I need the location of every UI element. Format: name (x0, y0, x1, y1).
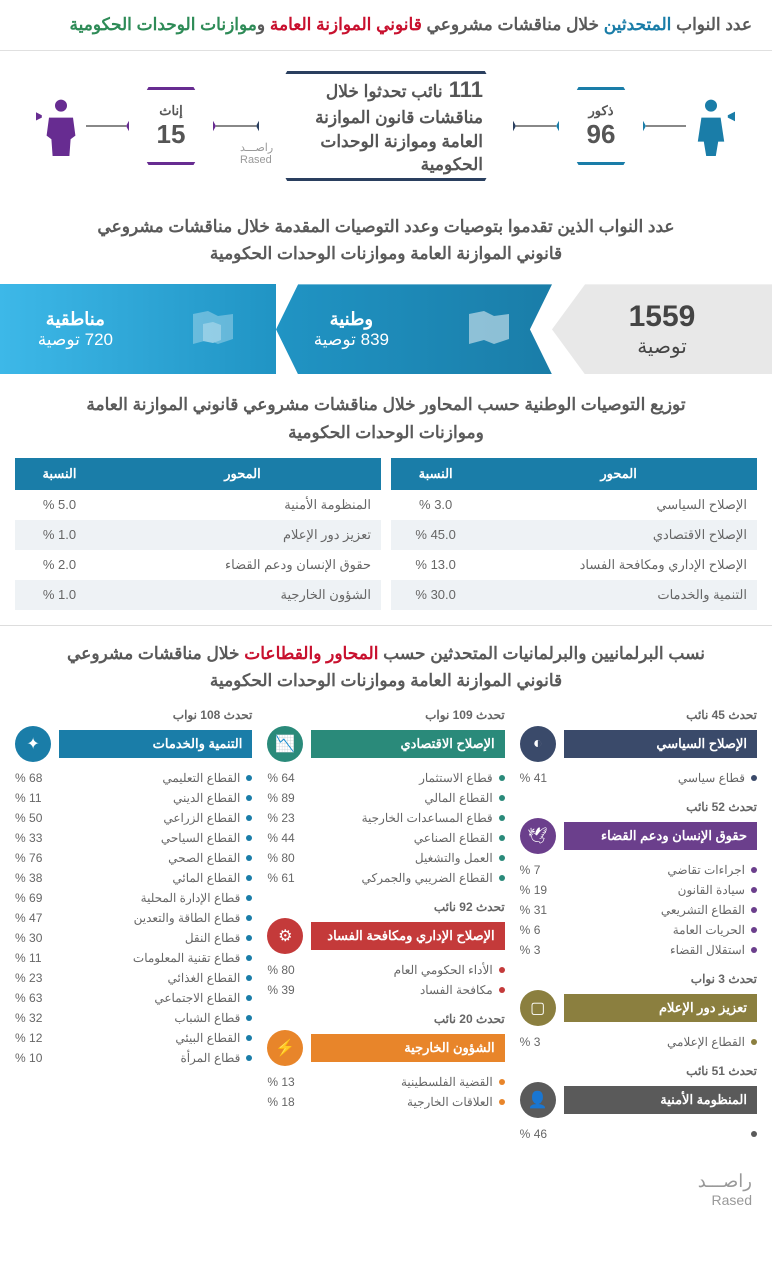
sector-item: القضية الفلسطينية13 % (267, 1072, 504, 1092)
section-count: تحدث 109 نواب (267, 708, 504, 722)
section-political: تحدث 45 نائب الإصلاح السياسي ◐ قطاع سياسي41… (520, 708, 757, 788)
section-icon: ⚡ (267, 1030, 303, 1066)
section-hr: تحدث 52 نائب حقوق الإنسان ودعم القضاء 🕊 اجر… (520, 800, 757, 960)
section-dev: تحدث 108 نواب التنمية والخدمات ✦ القطاع الت… (15, 708, 252, 1068)
map-icon-1 (464, 309, 514, 349)
female-hexagon: إناث 15 (126, 87, 216, 165)
rec-regional: مناطقية720 توصية (0, 284, 276, 374)
sector-item: قطاع الشباب32 % (15, 1008, 252, 1028)
sector-item: القطاع الغذائي23 % (15, 968, 252, 988)
female-speaker-icon (36, 96, 86, 156)
sector-item: قطاع الطاقة والتعدين47 % (15, 908, 252, 928)
section-economic: تحدث 109 نواب الإصلاح الاقتصادي 📉 قطاع الاس… (267, 708, 504, 888)
table-1: المحورالنسبةالإصلاح السياسي3.0 %الإصلاح … (391, 458, 757, 610)
section-title: تعزيز دور الإعلام (564, 994, 757, 1022)
section-title: الإصلاح الاقتصادي (311, 730, 504, 758)
sector-item: الحريات العامة6 % (520, 920, 757, 940)
section-media: تحدث 3 نواب تعزيز دور الإعلام ▢ القطاع الإع… (520, 972, 757, 1052)
section-foreign: تحدث 20 نائب الشؤون الخارجية ⚡ القضية الفلس… (267, 1012, 504, 1112)
section-icon: ⚙ (267, 918, 303, 954)
section-title: الإصلاح السياسي (564, 730, 757, 758)
section-title: الشؤون الخارجية (311, 1034, 504, 1062)
male-speaker-icon (686, 96, 736, 156)
sector-item: قطاع الاستثمار64 % (267, 768, 504, 788)
rec-total: 1559 توصية (552, 284, 772, 374)
female-count: 15 (157, 119, 186, 150)
section-security: تحدث 51 نائب المنظومة الأمنية 👤 46 % (520, 1064, 757, 1144)
recommendations-header: عدد النواب الذين تقدموا بتوصيات وعدد الت… (0, 201, 772, 279)
sector-item: القطاع الزراعي50 % (15, 808, 252, 828)
section-icon: ✦ (15, 726, 51, 762)
female-label: إناث (159, 103, 182, 119)
footer-logo: راصـــد Rased (0, 1156, 772, 1223)
sector-item: القطاع المالي89 % (267, 788, 504, 808)
rec-national: وطنية839 توصية (276, 284, 552, 374)
section-icon: 🕊 (520, 818, 556, 854)
sector-item: القطاع التعليمي68 % (15, 768, 252, 788)
section-count: تحدث 51 نائب (520, 1064, 757, 1078)
section-count: تحدث 52 نائب (520, 800, 757, 814)
section-title: التنمية والخدمات (59, 730, 252, 758)
sector-item: قطاع المساعدات الخارجية23 % (267, 808, 504, 828)
sector-item: اجراءات تقاضي7 % (520, 860, 757, 880)
sectors-columns: تحدث 45 نائب الإصلاح السياسي ◐ قطاع سياسي41… (0, 708, 772, 1156)
speakers-section: ذكور 96 111 نائب تحدثوا خلال مناقشات قان… (0, 51, 772, 201)
section-icon: 📉 (267, 726, 303, 762)
section-count: تحدث 92 نائب (267, 900, 504, 914)
sector-item: استقلال القضاء3 % (520, 940, 757, 960)
section-title: الإصلاح الإداري ومكافحة الفساد (311, 922, 504, 950)
table-2: المحورالنسبةالمنظومة الأمنية5.0 %تعزيز د… (15, 458, 381, 610)
sector-item: مكافحة الفساد39 % (267, 980, 504, 1000)
section-count: تحدث 45 نائب (520, 708, 757, 722)
main-header: عدد النواب المتحدثين خلال مناقشات مشروعي… (0, 0, 772, 51)
sector-item: القطاع الإعلامي3 % (520, 1032, 757, 1052)
sector-item: القطاع الصحي76 % (15, 848, 252, 868)
section-icon: 👤 (520, 1082, 556, 1118)
section-title: حقوق الإنسان ودعم القضاء (564, 822, 757, 850)
section-admin: تحدث 92 نائب الإصلاح الإداري ومكافحة الفس… (267, 900, 504, 1000)
distribution-tables: المحورالنسبةالإصلاح السياسي3.0 %الإصلاح … (0, 458, 772, 610)
sector-item: قطاع سياسي41 % (520, 768, 757, 788)
sector-item: القطاع البيئي12 % (15, 1028, 252, 1048)
sector-item: العمل والتشغيل80 % (267, 848, 504, 868)
section-icon: ◐ (520, 726, 556, 762)
sector-item: قطاع المرأة10 % (15, 1048, 252, 1068)
map-icon-2 (188, 309, 238, 349)
male-label: ذكور (589, 103, 614, 119)
sector-item: قطاع الإدارة المحلية69 % (15, 888, 252, 908)
distribution-header: توزيع التوصيات الوطنية حسب المحاور خلال … (0, 379, 772, 457)
male-hexagon: ذكور 96 (556, 87, 646, 165)
sector-item: قطاع النقل30 % (15, 928, 252, 948)
sector-item: القطاع المائي38 % (15, 868, 252, 888)
section-title: المنظومة الأمنية (564, 1086, 757, 1114)
sector-item: العلاقات الخارجية18 % (267, 1092, 504, 1112)
sector-item: الأداء الحكومي العام80 % (267, 960, 504, 980)
sector-item: القطاع السياحي33 % (15, 828, 252, 848)
sector-item: القطاع الديني11 % (15, 788, 252, 808)
center-hexagon: 111 نائب تحدثوا خلال مناقشات قانون الموا… (256, 71, 516, 181)
section-count: تحدث 108 نواب (15, 708, 252, 722)
sector-item: سيادة القانون19 % (520, 880, 757, 900)
sector-item: قطاع تقنية المعلومات11 % (15, 948, 252, 968)
sector-item: 46 % (520, 1124, 757, 1144)
section-icon: ▢ (520, 990, 556, 1026)
sector-item: القطاع الاجتماعي63 % (15, 988, 252, 1008)
sectors-header: نسب البرلمانيين والبرلمانيات المتحدثين ح… (0, 625, 772, 708)
male-count: 96 (587, 119, 616, 150)
sector-item: القطاع الصناعي44 % (267, 828, 504, 848)
sector-item: القطاع التشريعي31 % (520, 900, 757, 920)
section-count: تحدث 20 نائب (267, 1012, 504, 1026)
rased-logo: راصـــدRased (240, 141, 273, 166)
section-count: تحدث 3 نواب (520, 972, 757, 986)
recommendations-bar: 1559 توصية وطنية839 توصية مناطقية720 توص… (0, 284, 772, 374)
sector-item: القطاع الضريبي والجمركي61 % (267, 868, 504, 888)
